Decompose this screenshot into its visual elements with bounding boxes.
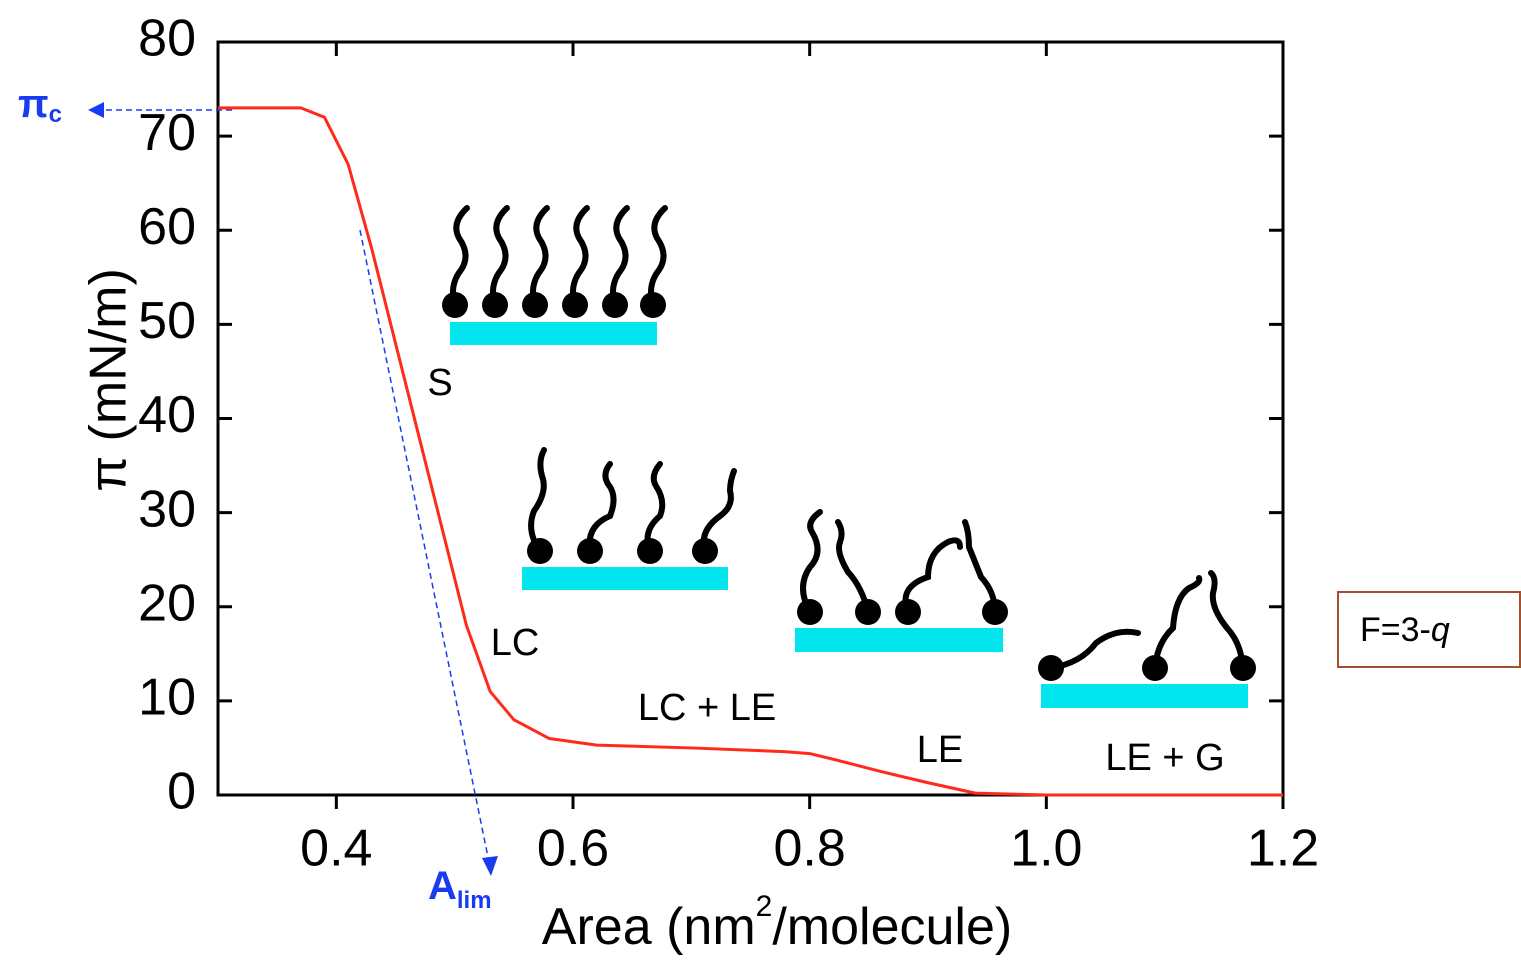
x-axis-label-text: Area (nm bbox=[542, 898, 756, 956]
y-tick-label: 20 bbox=[138, 574, 196, 632]
phase-label: LC + LE bbox=[638, 687, 776, 729]
x-tick-label: 1.0 bbox=[1010, 820, 1082, 878]
a-lim-arrowhead bbox=[482, 856, 498, 876]
x-tick-label: 0.6 bbox=[537, 820, 609, 878]
plot-frame bbox=[218, 42, 1283, 795]
phase-label: LC bbox=[491, 622, 540, 664]
y-tick-label: 80 bbox=[138, 10, 196, 68]
x-tick-label: 1.2 bbox=[1247, 820, 1319, 878]
y-tick-label: 0 bbox=[167, 763, 196, 821]
pi-c-arrowhead bbox=[88, 102, 104, 118]
pi-c-text: π bbox=[18, 82, 49, 126]
y-tick-label: 60 bbox=[138, 198, 196, 256]
chart: π (mN/m) Area (nm2/molecule) πc Alim F=3… bbox=[0, 0, 1521, 961]
phase-label: LE + G bbox=[1105, 737, 1224, 779]
y-tick-label: 70 bbox=[138, 104, 196, 162]
pi-c-label: πc bbox=[18, 82, 62, 129]
formula-italic: q bbox=[1431, 611, 1450, 649]
y-axis-label: π (mN/m) bbox=[80, 268, 138, 492]
x-axis-label-after: /molecule) bbox=[772, 898, 1012, 956]
y-tick-label: 30 bbox=[138, 480, 196, 538]
a-lim-text: A bbox=[428, 864, 457, 908]
formula-text: F=3- bbox=[1360, 611, 1431, 649]
pi-c-sub: c bbox=[49, 101, 62, 128]
y-tick-label: 50 bbox=[138, 292, 196, 350]
a-lim-label: Alim bbox=[428, 864, 492, 915]
y-tick-label: 40 bbox=[138, 386, 196, 444]
x-tick-label: 0.4 bbox=[300, 820, 372, 878]
phase-label: S bbox=[427, 362, 452, 404]
y-tick-label: 10 bbox=[138, 669, 196, 727]
phase-label: LE bbox=[917, 729, 963, 771]
x-axis-label: Area (nm2/molecule) bbox=[542, 890, 1012, 956]
cartoons bbox=[442, 208, 1256, 708]
formula: F=3-q bbox=[1360, 611, 1450, 649]
x-axis-label-sup: 2 bbox=[756, 890, 773, 923]
a-lim-sub: lim bbox=[457, 887, 492, 914]
x-tick-label: 0.8 bbox=[774, 820, 846, 878]
